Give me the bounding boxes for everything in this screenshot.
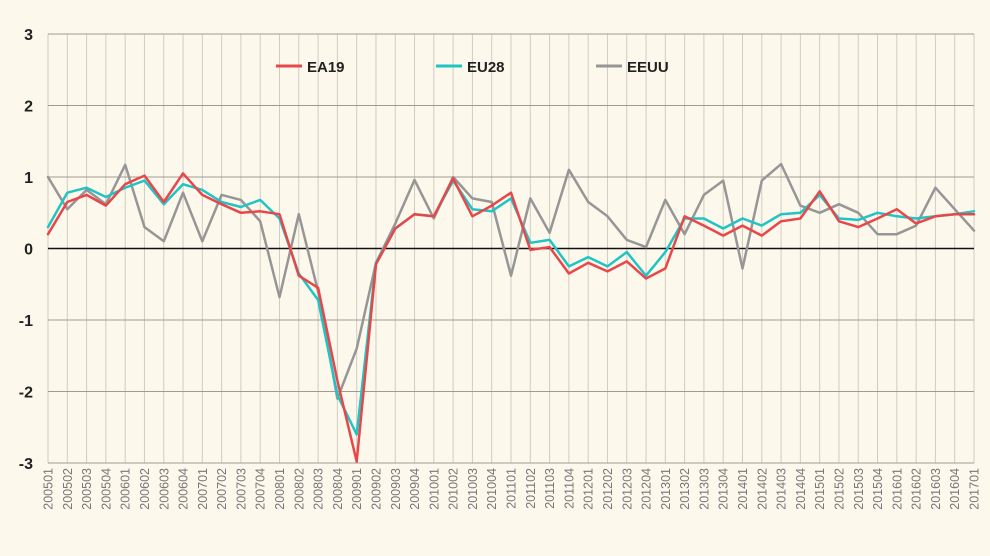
y-tick-label: 3 xyxy=(24,27,33,44)
series-line-eeuu xyxy=(46,162,976,400)
x-tick-label: 200801 xyxy=(273,468,287,510)
x-tick-label: 201404 xyxy=(794,468,808,510)
x-tick-label: 201604 xyxy=(948,468,962,510)
x-tick-label: 200802 xyxy=(292,468,306,510)
x-tick-label: 200904 xyxy=(408,468,422,510)
x-tick-label: 201204 xyxy=(640,468,654,510)
x-tick-label: 201502 xyxy=(832,468,846,510)
y-tick-label: 0 xyxy=(24,242,33,259)
y-tick-label: 2 xyxy=(24,99,33,116)
x-tick-label: 200902 xyxy=(369,468,383,510)
x-tick-label: 201104 xyxy=(562,468,576,509)
x-tick-label: 200702 xyxy=(215,468,229,510)
x-tick-label: 201003 xyxy=(466,468,480,510)
x-tick-label: 200803 xyxy=(312,468,326,510)
x-tick-label: 201504 xyxy=(871,468,885,510)
x-tick-label: 200501 xyxy=(42,468,56,510)
x-tick-label: 201103 xyxy=(543,468,557,509)
series-lines xyxy=(46,162,976,463)
x-tick-label: 200503 xyxy=(80,468,94,510)
series-line-eu28 xyxy=(46,179,976,436)
x-tick-label: 200903 xyxy=(389,468,403,510)
x-tick-label: 201503 xyxy=(852,468,866,510)
legend-label-eeuu: EEUU xyxy=(627,59,669,76)
legend-label-ea19: EA19 xyxy=(307,59,345,76)
x-tick-label: 200602 xyxy=(138,468,152,510)
x-tick-label: 200901 xyxy=(350,468,364,510)
x-tick-label: 201004 xyxy=(485,468,499,510)
y-tick-label: -3 xyxy=(19,456,33,473)
x-tick-label: 201201 xyxy=(582,468,596,510)
y-axis-tick-labels: 3 2 1 0 -1 -2 -3 xyxy=(19,27,33,473)
legend: EA19 EU28 EEUU xyxy=(276,59,669,76)
x-tick-label: 201203 xyxy=(620,468,634,510)
x-tick-label: 201002 xyxy=(447,468,461,510)
x-tick-label: 201402 xyxy=(755,468,769,510)
x-tick-label: 200604 xyxy=(177,468,191,510)
x-axis-tick-labels: 200501 200502 200503 200504 200601 200602 2006… xyxy=(42,468,982,510)
y-tick-label: -2 xyxy=(19,385,33,402)
x-tick-label: 200601 xyxy=(119,468,133,510)
x-tick-label: 201102 xyxy=(524,468,538,509)
x-tick-label: 200603 xyxy=(157,468,171,510)
x-tick-label: 200703 xyxy=(234,468,248,510)
x-tick-label: 201202 xyxy=(601,468,615,510)
x-tick-label: 201603 xyxy=(929,468,943,510)
x-tick-label: 201602 xyxy=(910,468,924,510)
x-tick-label: 201601 xyxy=(890,468,904,510)
x-tick-label: 201403 xyxy=(775,468,789,510)
x-tick-label: 200804 xyxy=(331,468,345,510)
x-tick-label: 201001 xyxy=(427,468,441,510)
x-tick-label: 201303 xyxy=(697,468,711,510)
series-line-ea19 xyxy=(46,172,976,463)
y-tick-label: -1 xyxy=(19,313,33,330)
x-tick-label: 201501 xyxy=(813,468,827,510)
x-tick-label: 200504 xyxy=(99,468,113,510)
x-tick-label: 201401 xyxy=(736,468,750,510)
x-tick-label: 201304 xyxy=(717,468,731,510)
x-tick-label: 201101 xyxy=(505,468,519,509)
legend-label-eu28: EU28 xyxy=(467,59,505,76)
x-tick-label: 200704 xyxy=(254,468,268,510)
horizontal-gridlines xyxy=(48,33,974,464)
x-tick-label: 201301 xyxy=(659,468,673,510)
x-tick-label: 200502 xyxy=(61,468,75,510)
x-tick-label: 201701 xyxy=(968,468,982,510)
y-tick-label: 1 xyxy=(24,170,33,187)
x-tick-label: 201302 xyxy=(678,468,692,510)
x-tick-label: 200701 xyxy=(196,468,210,510)
